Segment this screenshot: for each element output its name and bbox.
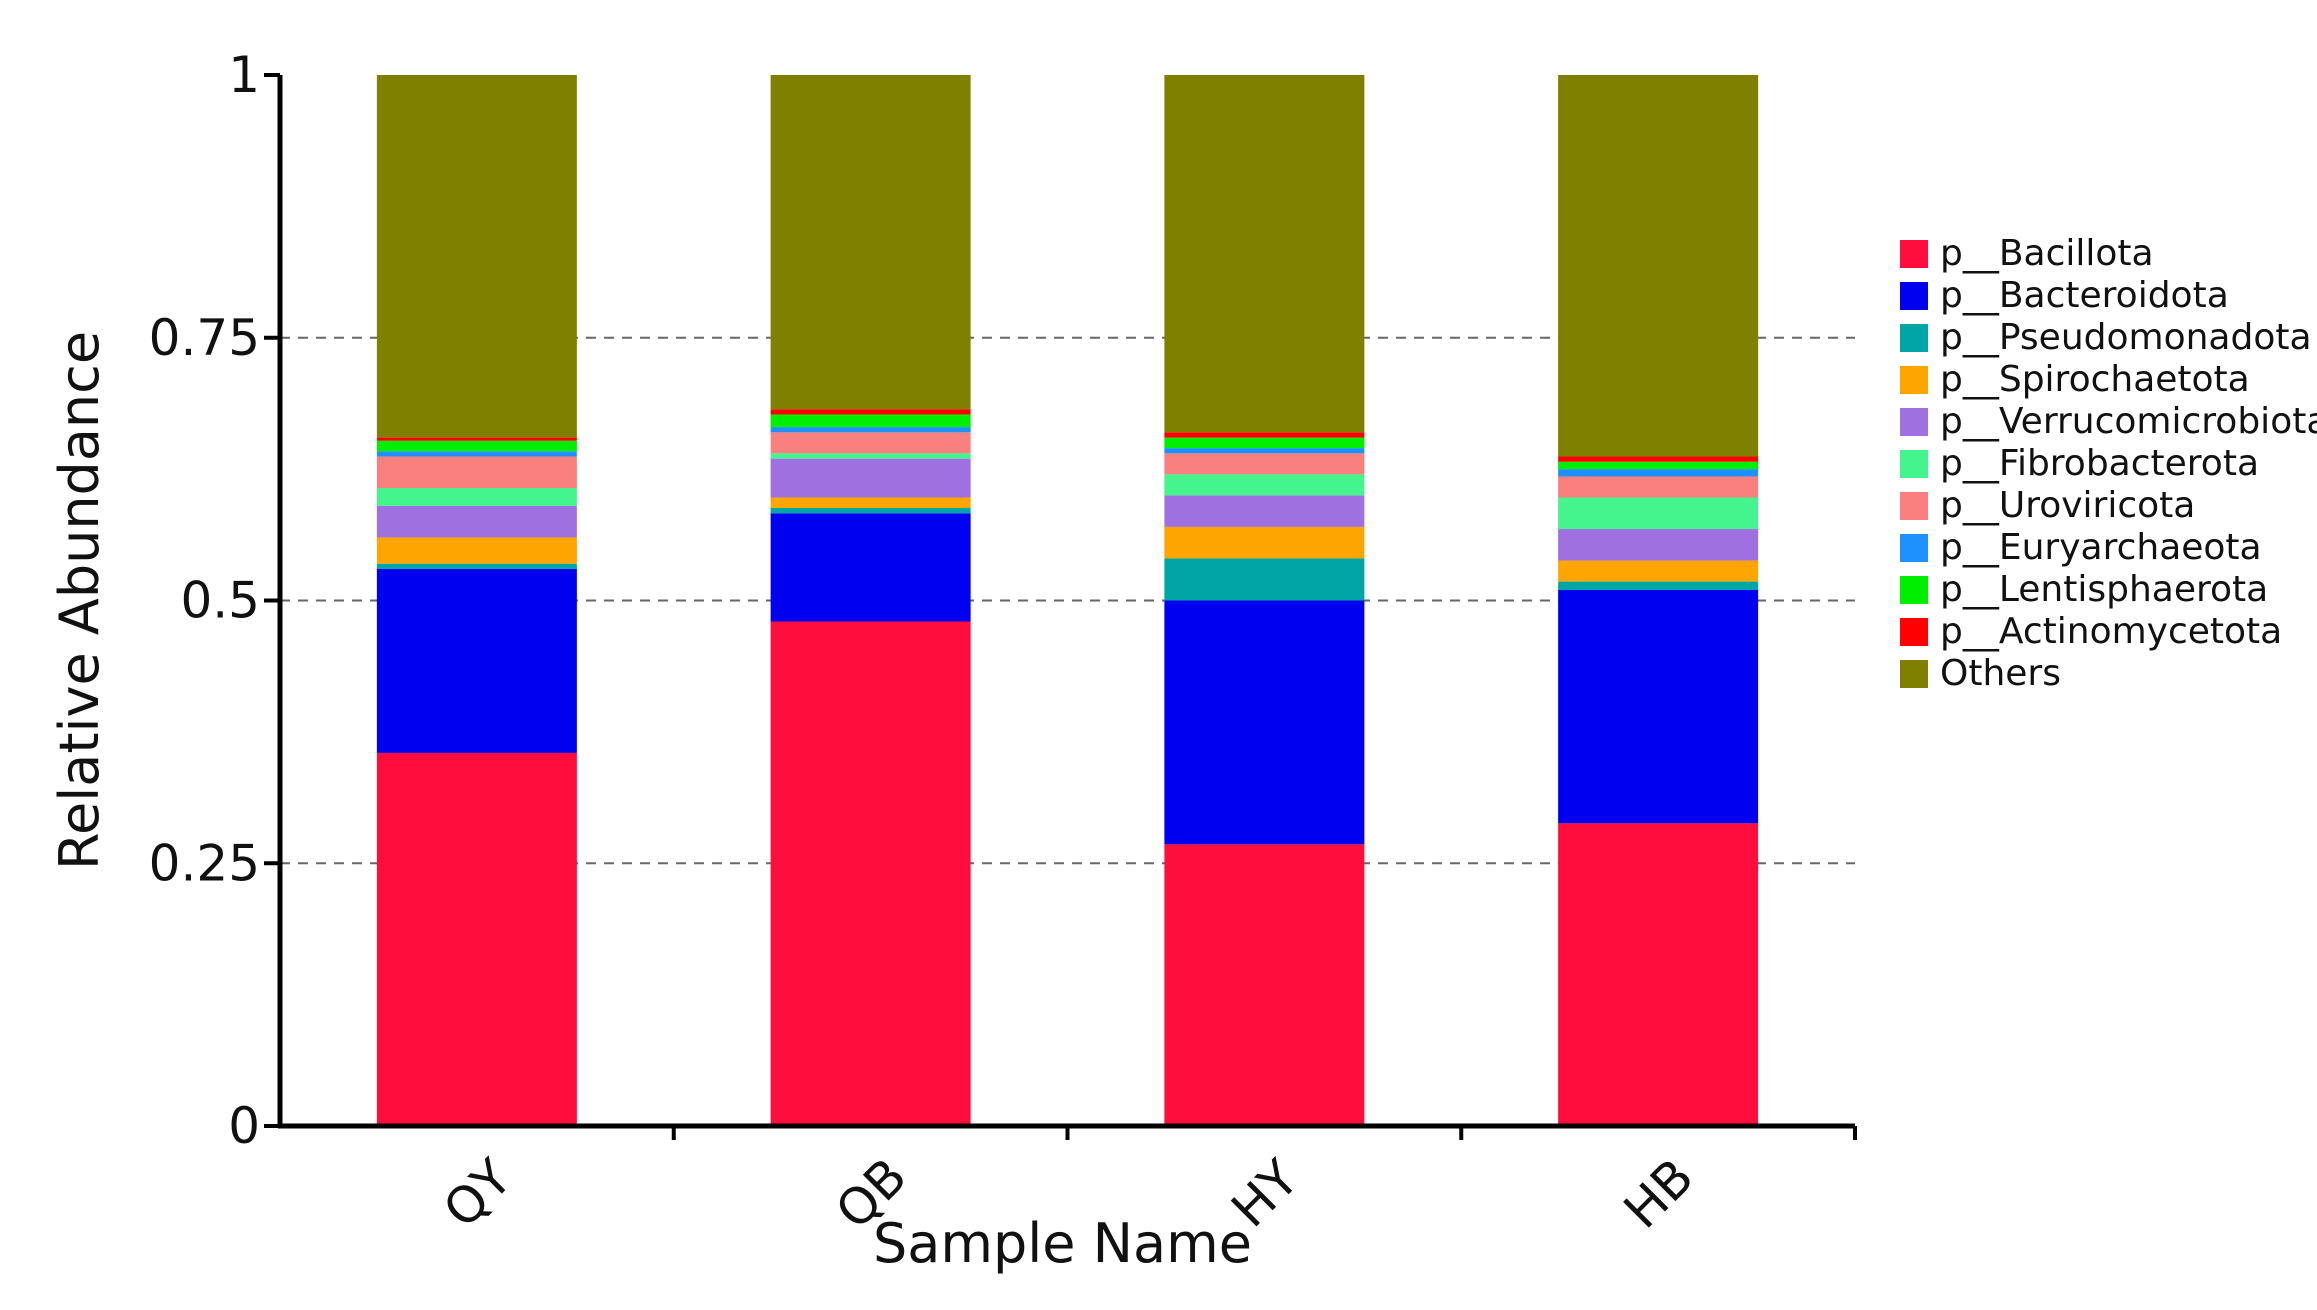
legend-swatch-p-spirochaetota (1900, 366, 1928, 394)
bar-segment-hy-p-bacteroidota (1164, 600, 1365, 845)
bar-segment-qb-p-spirochaetota (770, 497, 971, 509)
legend-swatch-p-bacteroidota (1900, 282, 1928, 310)
bar-segment-qb-others (770, 75, 971, 410)
y-tick-label-1: 0.25 (149, 834, 260, 892)
bar-stacks (376, 75, 1759, 1126)
legend-label-p-fibrobacterota: p__Fibrobacterota (1940, 443, 2259, 484)
legend-swatch-p-pseudomonadota (1900, 324, 1928, 352)
bar-segment-qy-p-verrucomicrobiota (376, 505, 577, 538)
bar-segment-hb-p-fibrobacterota (1558, 497, 1759, 530)
bar-segment-qy-p-bacillota (376, 752, 577, 1126)
bar-segment-hb-p-euryarchaeota (1558, 469, 1759, 477)
legend-swatch-p-fibrobacterota (1900, 450, 1928, 478)
bar-segment-hy-p-bacillota (1164, 844, 1365, 1126)
legend-swatch-p-actinomycetota (1900, 618, 1928, 646)
bar-segment-hb-p-bacteroidota (1558, 589, 1759, 824)
bar-segment-qb-p-pseudomonadota (770, 508, 971, 514)
bar-segment-qy-p-actinomycetota (376, 437, 577, 441)
bar-segment-hb-others (1558, 75, 1759, 457)
bar-stack-hy (1164, 75, 1365, 1126)
bar-segment-hy-p-verrucomicrobiota (1164, 495, 1365, 527)
bar-segment-hy-p-lentisphaerota (1164, 437, 1365, 449)
bar-segment-hy-p-euryarchaeota (1164, 448, 1365, 454)
legend-swatch-p-euryarchaeota (1900, 534, 1928, 562)
bar-segment-qb-p-verrucomicrobiota (770, 458, 971, 498)
bar-segment-hb-p-pseudomonadota (1558, 581, 1759, 590)
y-tick-label-4: 1 (228, 46, 260, 104)
bar-segment-hy-p-pseudomonadota (1164, 558, 1365, 601)
bar-segment-qb-p-actinomycetota (770, 409, 971, 415)
bar-segment-hb-p-lentisphaerota (1558, 461, 1759, 470)
bar-segment-hb-p-bacillota (1558, 823, 1759, 1126)
bar-stack-hb (1558, 75, 1759, 1126)
legend-swatch-p-bacillota (1900, 240, 1928, 268)
bar-segment-qb-p-euryarchaeota (770, 427, 971, 433)
bar-segment-hb-p-verrucomicrobiota (1558, 529, 1759, 561)
bar-segment-hy-p-spirochaetota (1164, 526, 1365, 559)
bar-segment-qb-p-lentisphaerota (770, 414, 971, 428)
bar-segment-qb-p-bacillota (770, 621, 971, 1126)
bar-segment-qy-p-euryarchaeota (376, 451, 577, 457)
bar-segment-hy-p-actinomycetota (1164, 432, 1365, 438)
legend-label-p-spirochaetota: p__Spirochaetota (1940, 359, 2250, 400)
legend-swatch-others (1900, 660, 1928, 688)
x-tick-label-qy: QY (432, 1148, 523, 1239)
x-tick-label-hb: HB (1613, 1148, 1705, 1240)
legend-label-others: Others (1940, 653, 2061, 694)
y-tick-label-3: 0.75 (149, 309, 260, 367)
y-tick-label-0: 0 (228, 1097, 260, 1155)
bar-segment-qb-p-uroviricota (770, 432, 971, 454)
bar-stack-qb (770, 75, 971, 1126)
bar-segment-hy-others (1164, 75, 1365, 433)
legend-label-p-uroviricota: p__Uroviricota (1940, 485, 2195, 526)
legend-label-p-verrucomicrobiota: p__Verrucomicrobiota (1940, 401, 2317, 442)
legend: p__Bacillotap__Bacteroidotap__Pseudomona… (1900, 233, 2317, 694)
legend-swatch-p-lentisphaerota (1900, 576, 1928, 604)
legend-swatch-p-verrucomicrobiota (1900, 408, 1928, 436)
bar-segment-qy-p-spirochaetota (376, 537, 577, 564)
bar-segment-qb-p-fibrobacterota (770, 453, 971, 459)
bar-segment-qb-p-bacteroidota (770, 513, 971, 622)
legend-label-p-pseudomonadota: p__Pseudomonadota (1940, 317, 2312, 358)
legend-label-p-lentisphaerota: p__Lentisphaerota (1940, 569, 2268, 610)
bar-segment-qy-p-uroviricota (376, 456, 577, 489)
y-tick-label-2: 0.5 (180, 572, 260, 630)
legend-swatch-p-uroviricota (1900, 492, 1928, 520)
bar-segment-hb-p-uroviricota (1558, 476, 1759, 498)
bar-segment-hy-p-uroviricota (1164, 453, 1365, 475)
bar-stack-qy (376, 75, 577, 1126)
legend-label-p-euryarchaeota: p__Euryarchaeota (1940, 527, 2262, 568)
y-axis-ticks: 0 0.25 0.5 0.75 1 (149, 46, 280, 1155)
bar-segment-qy-p-fibrobacterota (376, 488, 577, 506)
bar-segment-qy-p-pseudomonadota (376, 563, 577, 569)
bar-segment-hb-p-spirochaetota (1558, 560, 1759, 582)
x-axis-title: Sample Name (873, 1212, 1252, 1275)
bar-segment-hb-p-actinomycetota (1558, 456, 1759, 462)
bar-segment-qy-others (376, 75, 577, 438)
legend-label-p-actinomycetota: p__Actinomycetota (1940, 611, 2282, 652)
bar-segment-qy-p-lentisphaerota (376, 440, 577, 452)
legend-label-p-bacteroidota: p__Bacteroidota (1940, 275, 2229, 316)
bar-segment-qy-p-bacteroidota (376, 568, 577, 753)
bar-segment-hy-p-fibrobacterota (1164, 474, 1365, 496)
y-axis-title: Relative Abundance (48, 331, 111, 870)
legend-label-p-bacillota: p__Bacillota (1940, 233, 2154, 274)
